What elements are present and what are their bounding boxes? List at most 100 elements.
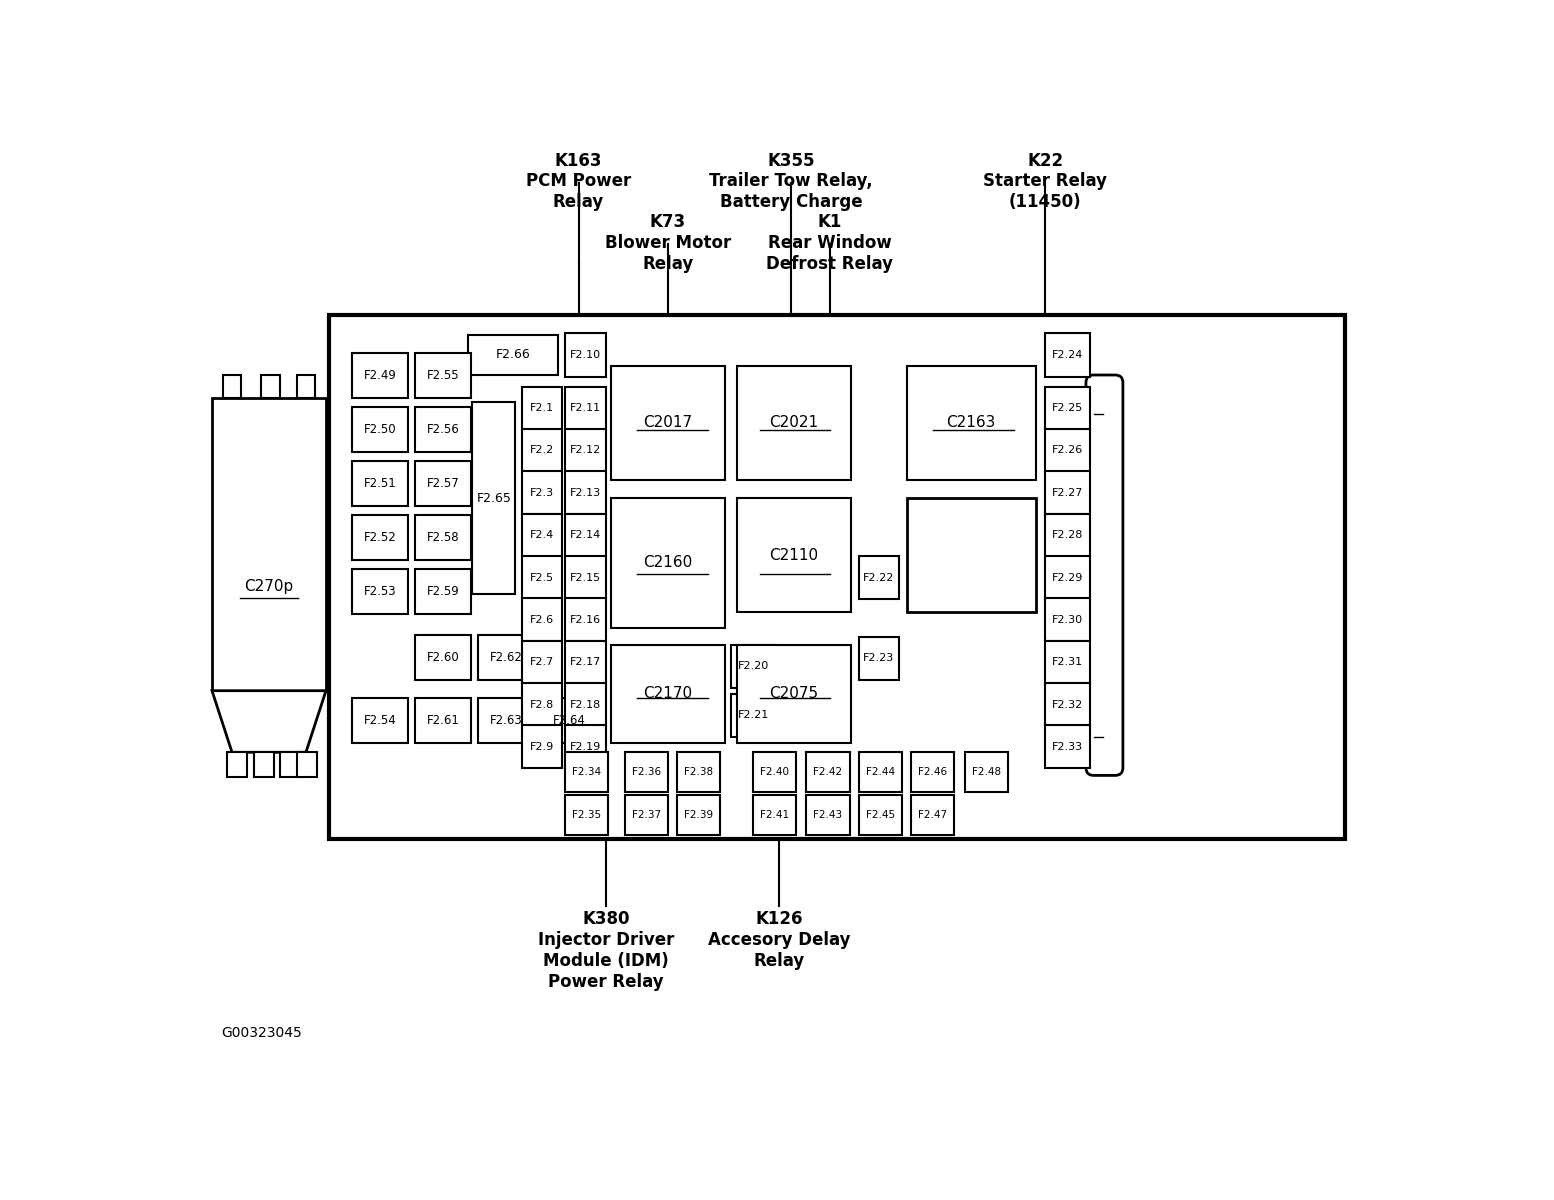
Bar <box>564 794 608 835</box>
Text: F2.54: F2.54 <box>364 714 396 727</box>
Text: C2160: C2160 <box>643 556 693 570</box>
Bar <box>1046 641 1089 684</box>
Text: F2.10: F2.10 <box>570 350 601 360</box>
Bar <box>211 398 326 691</box>
Bar <box>468 335 558 374</box>
Text: F2.25: F2.25 <box>1052 403 1083 413</box>
Bar <box>227 752 247 776</box>
Bar <box>479 635 535 680</box>
Text: F2.66: F2.66 <box>496 348 530 361</box>
Bar <box>522 556 561 599</box>
Text: F2.49: F2.49 <box>364 370 396 383</box>
Text: K355
Trailer Tow Relay,
Battery Charge: K355 Trailer Tow Relay, Battery Charge <box>709 151 873 211</box>
Text: F2.4: F2.4 <box>530 530 553 540</box>
Text: F2.16: F2.16 <box>570 614 601 625</box>
Bar <box>1046 683 1089 726</box>
Bar <box>1046 334 1089 377</box>
Text: F2.22: F2.22 <box>862 572 895 582</box>
Text: F2.61: F2.61 <box>426 714 460 727</box>
Bar <box>353 407 407 452</box>
Bar <box>564 725 606 768</box>
Text: F2.41: F2.41 <box>760 810 789 820</box>
Text: C270p: C270p <box>244 580 294 594</box>
Bar <box>353 698 407 743</box>
Text: F2.37: F2.37 <box>632 810 660 820</box>
Bar <box>415 569 471 613</box>
Text: F2.46: F2.46 <box>918 767 948 778</box>
Text: F2.21: F2.21 <box>738 710 769 720</box>
Bar <box>253 752 274 776</box>
Bar <box>415 515 471 559</box>
Text: F2.38: F2.38 <box>684 767 713 778</box>
Text: F2.12: F2.12 <box>570 445 601 456</box>
Text: F2.18: F2.18 <box>570 700 601 709</box>
Text: F2.1: F2.1 <box>530 403 553 413</box>
Text: F2.9: F2.9 <box>530 742 553 752</box>
Bar <box>730 694 775 737</box>
Text: F2.53: F2.53 <box>364 584 396 598</box>
Bar <box>479 698 535 743</box>
Bar <box>522 725 561 768</box>
Text: F2.36: F2.36 <box>632 767 660 778</box>
Text: F2.43: F2.43 <box>813 810 842 820</box>
Bar <box>859 752 901 792</box>
Bar <box>297 374 315 398</box>
Text: C2017: C2017 <box>643 415 693 431</box>
Bar <box>1046 386 1089 430</box>
Text: F2.60: F2.60 <box>427 652 460 664</box>
Text: F2.35: F2.35 <box>572 810 601 820</box>
Bar <box>906 366 1037 480</box>
Bar <box>564 472 606 515</box>
Bar <box>1046 556 1089 599</box>
Bar <box>1046 725 1089 768</box>
Bar <box>611 498 724 628</box>
Text: F2.8: F2.8 <box>530 700 553 709</box>
Text: F2.15: F2.15 <box>570 572 601 582</box>
Text: F2.20: F2.20 <box>738 661 769 671</box>
Text: F2.26: F2.26 <box>1052 445 1083 456</box>
Bar <box>1046 428 1089 472</box>
Text: F2.58: F2.58 <box>427 530 460 544</box>
Bar <box>1046 599 1089 642</box>
Text: K73
Blower Motor
Relay: K73 Blower Motor Relay <box>605 214 730 272</box>
Text: F2.11: F2.11 <box>570 403 601 413</box>
Bar <box>859 637 898 680</box>
Text: F2.57: F2.57 <box>427 478 460 490</box>
Text: F2.2: F2.2 <box>530 445 553 456</box>
Text: F2.63: F2.63 <box>490 714 522 727</box>
Text: F2.6: F2.6 <box>530 614 553 625</box>
Text: K126
Accesory Delay
Relay: K126 Accesory Delay Relay <box>709 910 850 970</box>
FancyBboxPatch shape <box>1086 374 1124 775</box>
Text: F2.56: F2.56 <box>427 424 460 436</box>
Bar <box>911 752 954 792</box>
Bar <box>522 683 561 726</box>
Bar <box>297 752 317 776</box>
Polygon shape <box>211 691 326 752</box>
Bar <box>807 794 850 835</box>
Bar <box>564 428 606 472</box>
Text: K1
Rear Window
Defrost Relay: K1 Rear Window Defrost Relay <box>766 214 894 272</box>
Text: K380
Injector Driver
Module (IDM)
Power Relay: K380 Injector Driver Module (IDM) Power … <box>538 910 674 990</box>
Bar <box>737 644 852 743</box>
Text: F2.48: F2.48 <box>973 767 1001 778</box>
Bar <box>730 644 775 688</box>
Text: F2.50: F2.50 <box>364 424 396 436</box>
Bar <box>415 635 471 680</box>
Bar <box>522 514 561 557</box>
Text: F2.29: F2.29 <box>1052 572 1083 582</box>
Text: F2.45: F2.45 <box>866 810 895 820</box>
Bar <box>522 428 561 472</box>
Bar <box>1046 472 1089 515</box>
Bar <box>965 752 1009 792</box>
Text: F2.3: F2.3 <box>530 488 553 498</box>
Bar <box>564 683 606 726</box>
Text: F2.19: F2.19 <box>570 742 601 752</box>
Text: F2.24: F2.24 <box>1052 350 1083 360</box>
Text: F2.17: F2.17 <box>570 658 601 667</box>
Bar <box>415 461 471 506</box>
Text: F2.65: F2.65 <box>477 492 511 505</box>
Text: F2.23: F2.23 <box>862 653 895 664</box>
Text: F2.31: F2.31 <box>1052 658 1083 667</box>
Text: F2.39: F2.39 <box>684 810 713 820</box>
Bar <box>564 556 606 599</box>
